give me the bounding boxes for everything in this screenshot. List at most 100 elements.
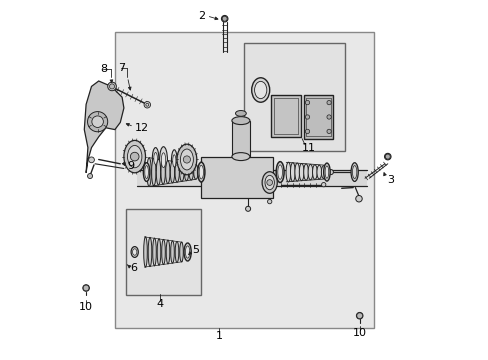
Circle shape <box>385 154 389 159</box>
Ellipse shape <box>321 183 325 187</box>
Ellipse shape <box>356 312 362 319</box>
Circle shape <box>326 100 330 105</box>
Circle shape <box>305 115 309 119</box>
Ellipse shape <box>82 285 89 291</box>
Ellipse shape <box>197 162 204 182</box>
Ellipse shape <box>175 162 179 182</box>
Ellipse shape <box>290 163 295 181</box>
Ellipse shape <box>316 165 321 179</box>
Circle shape <box>305 129 309 134</box>
Bar <box>303 95 332 139</box>
Circle shape <box>183 156 190 163</box>
Ellipse shape <box>189 164 193 180</box>
Ellipse shape <box>177 144 196 175</box>
Circle shape <box>145 103 148 106</box>
Bar <box>125 209 201 295</box>
Ellipse shape <box>170 241 174 263</box>
Circle shape <box>326 115 330 119</box>
Ellipse shape <box>152 238 156 266</box>
Circle shape <box>87 112 107 132</box>
Ellipse shape <box>154 153 157 164</box>
Polygon shape <box>84 81 123 173</box>
Bar <box>244 43 345 151</box>
Text: 8: 8 <box>101 64 107 74</box>
Text: 12: 12 <box>134 123 148 133</box>
Ellipse shape <box>231 117 249 125</box>
Ellipse shape <box>251 78 269 102</box>
Ellipse shape <box>185 246 189 258</box>
Ellipse shape <box>146 158 151 186</box>
Circle shape <box>109 84 114 89</box>
Ellipse shape <box>161 153 165 168</box>
Ellipse shape <box>151 158 156 186</box>
Circle shape <box>83 285 89 291</box>
Ellipse shape <box>199 165 203 179</box>
Bar <box>201 157 273 198</box>
Text: 2: 2 <box>197 11 204 21</box>
Ellipse shape <box>285 162 290 182</box>
Text: 10: 10 <box>79 302 93 312</box>
Circle shape <box>356 313 362 319</box>
Ellipse shape <box>323 163 329 181</box>
Circle shape <box>326 129 330 134</box>
Ellipse shape <box>267 199 271 204</box>
Ellipse shape <box>170 161 174 183</box>
Ellipse shape <box>350 163 358 181</box>
Ellipse shape <box>171 150 177 172</box>
Ellipse shape <box>180 149 193 170</box>
Ellipse shape <box>179 242 183 262</box>
Text: 4: 4 <box>156 299 163 309</box>
Ellipse shape <box>303 164 308 180</box>
Ellipse shape <box>325 166 328 178</box>
Text: 11: 11 <box>302 143 315 153</box>
Text: 10: 10 <box>352 328 366 338</box>
Ellipse shape <box>276 162 284 183</box>
Circle shape <box>87 174 92 179</box>
Ellipse shape <box>127 145 142 168</box>
Text: 3: 3 <box>386 175 393 185</box>
Ellipse shape <box>161 160 165 184</box>
Ellipse shape <box>231 153 249 161</box>
Ellipse shape <box>307 165 312 180</box>
Ellipse shape <box>179 163 183 181</box>
Ellipse shape <box>172 155 176 167</box>
Ellipse shape <box>183 243 191 261</box>
Ellipse shape <box>144 166 148 179</box>
Ellipse shape <box>321 166 325 179</box>
Ellipse shape <box>277 165 282 179</box>
Ellipse shape <box>143 163 149 181</box>
Ellipse shape <box>165 161 170 184</box>
Ellipse shape <box>184 163 188 181</box>
Ellipse shape <box>162 239 165 265</box>
Ellipse shape <box>245 206 250 211</box>
Ellipse shape <box>264 175 274 190</box>
Ellipse shape <box>159 147 167 174</box>
Ellipse shape <box>152 148 159 169</box>
Text: 9: 9 <box>127 161 134 171</box>
Circle shape <box>144 102 150 108</box>
Bar <box>136 170 366 186</box>
Ellipse shape <box>143 237 147 267</box>
Ellipse shape <box>148 237 151 267</box>
Circle shape <box>107 82 116 91</box>
Text: 1: 1 <box>215 331 223 341</box>
Ellipse shape <box>384 153 390 160</box>
Circle shape <box>92 116 103 127</box>
Circle shape <box>355 195 362 202</box>
Ellipse shape <box>175 242 179 262</box>
Ellipse shape <box>156 159 160 185</box>
Ellipse shape <box>328 170 333 175</box>
Ellipse shape <box>299 163 304 181</box>
Ellipse shape <box>221 15 227 22</box>
Ellipse shape <box>132 249 137 255</box>
Ellipse shape <box>352 166 356 179</box>
Circle shape <box>222 16 227 21</box>
Ellipse shape <box>235 111 246 116</box>
Bar <box>115 32 373 328</box>
Circle shape <box>88 157 94 163</box>
Ellipse shape <box>157 239 161 265</box>
Circle shape <box>130 152 139 161</box>
Text: 6: 6 <box>130 263 137 273</box>
Ellipse shape <box>312 165 317 179</box>
Ellipse shape <box>254 81 266 99</box>
